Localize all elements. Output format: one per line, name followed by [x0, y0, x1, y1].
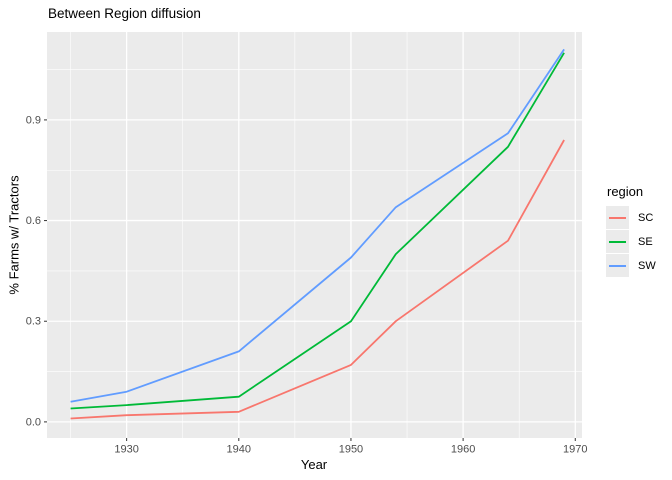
legend-label-sc: SC [638, 211, 654, 224]
legend-label-sw: SW [638, 259, 656, 272]
legend-key-line-icon [609, 216, 626, 219]
legend-title: region [607, 184, 644, 199]
series-line-sc [70, 139, 565, 420]
x-tick-label: 1950 [339, 444, 363, 456]
y-tick-label: 0.9 [26, 114, 41, 126]
legend: region SC SE SW [606, 184, 670, 278]
x-tick-label: 1930 [114, 444, 138, 456]
series-line-se [70, 52, 565, 410]
legend-key-se [606, 230, 629, 253]
x-tick-label: 1960 [451, 444, 475, 456]
legend-key-sw [606, 254, 629, 277]
legend-key-sc [606, 206, 629, 229]
legend-item-se: SE [606, 230, 670, 253]
x-tick-label: 1970 [563, 444, 587, 456]
legend-item-sw: SW [606, 254, 670, 277]
plot-panel [47, 32, 582, 438]
x-tick-label: 1940 [227, 444, 251, 456]
legend-key-line-icon [609, 240, 626, 243]
y-tick-label: 0.6 [26, 215, 41, 227]
y-tick-label: 0.3 [26, 316, 41, 328]
x-axis-title: Year [300, 457, 328, 472]
y-axis-title: % Farms w/ Tractors [6, 175, 22, 295]
legend-label-se: SE [638, 235, 653, 248]
legend-item-sc: SC [606, 206, 670, 229]
legend-key-line-icon [609, 264, 626, 267]
plot-title: Between Region diffusion [48, 6, 201, 21]
series-line-sw [70, 48, 565, 403]
y-tick-label: 0.0 [26, 416, 41, 428]
